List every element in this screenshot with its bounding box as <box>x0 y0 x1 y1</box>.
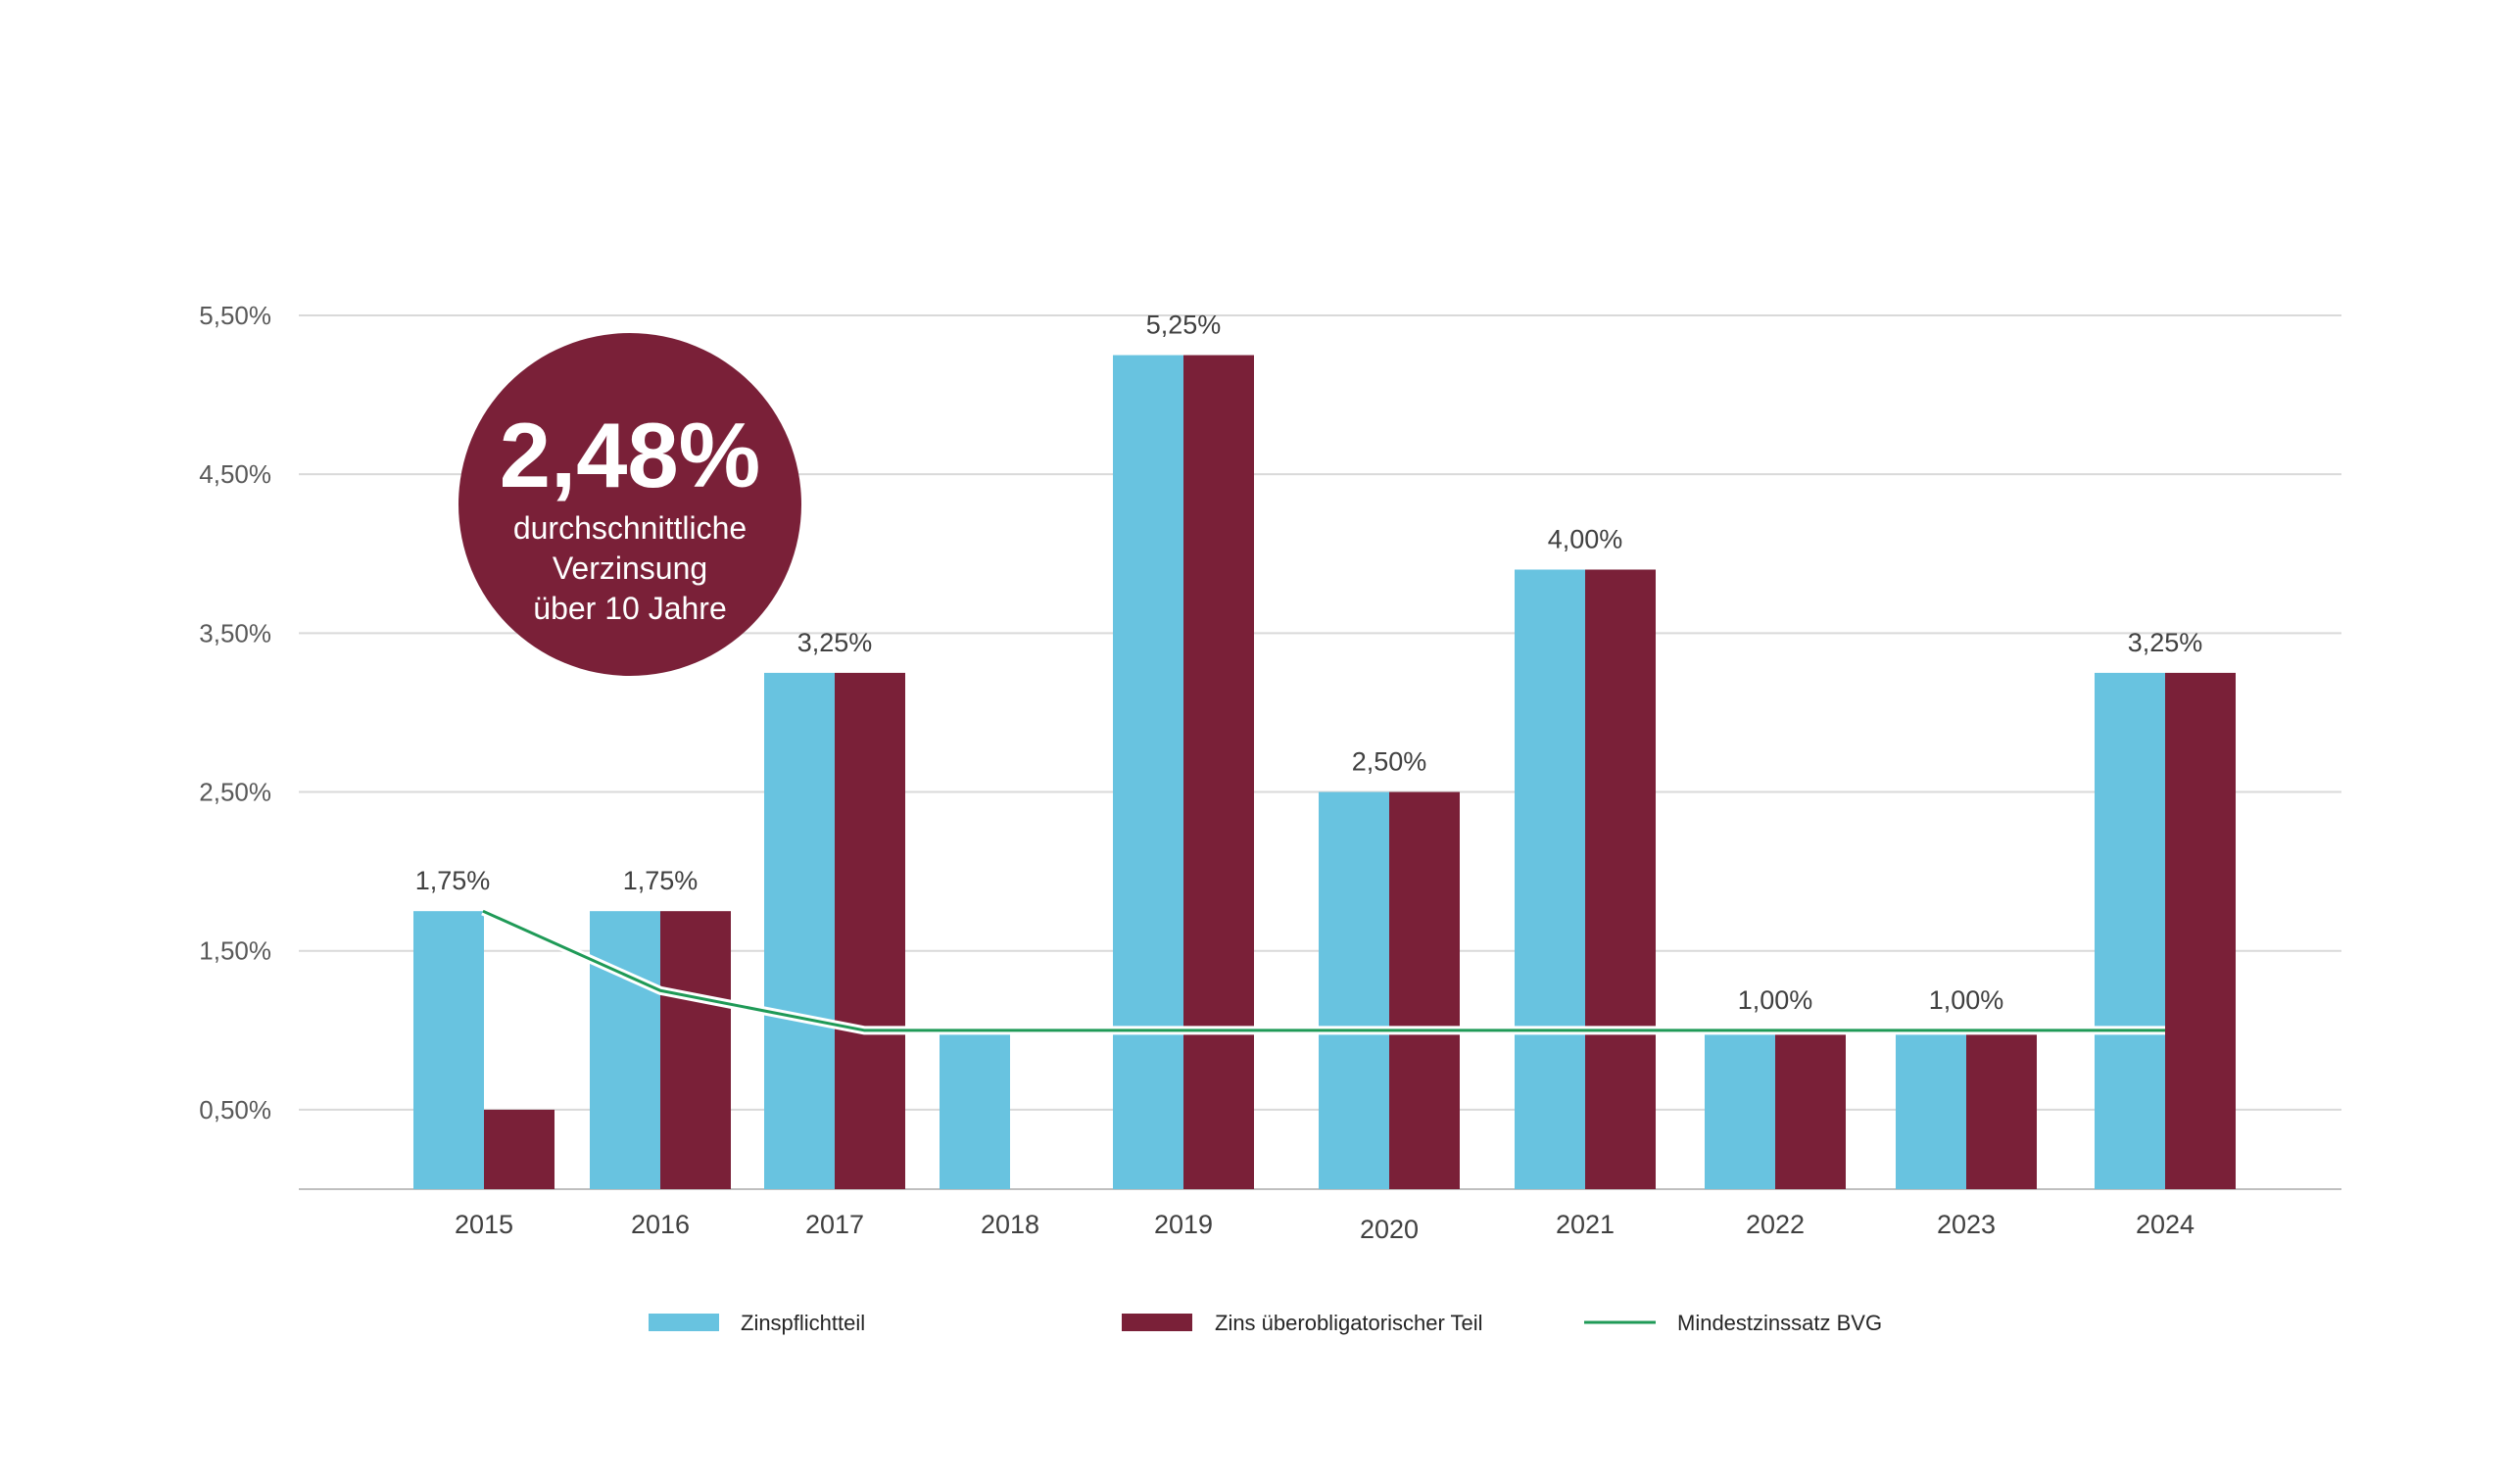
bar-zinspflichtteil-2015 <box>413 911 484 1189</box>
legend-label-mindestzinssatz: Mindestzinssatz BVG <box>1677 1311 1882 1335</box>
data-label-2015: 1,75% <box>415 866 491 895</box>
y-tick-label: 1,50% <box>199 936 271 966</box>
bar-zins-ueberobligatorisch-2020 <box>1389 791 1460 1189</box>
x-axis: 2015 2016 2017 2018 2019 2020 2021 2022 2023 2024 <box>455 1210 2194 1244</box>
legend-label-zins-ueberobligatorisch: Zins überobligatorischer Teil <box>1215 1311 1483 1335</box>
data-label-2021: 4,00% <box>1548 524 1623 553</box>
x-tick-label: 2021 <box>1556 1210 1615 1239</box>
data-label-2022: 1,00% <box>1738 985 1813 1015</box>
x-tick-label: 2024 <box>2136 1210 2194 1239</box>
bar-zinspflichtteil-2019 <box>1113 355 1183 1190</box>
bar-zinspflichtteil-2020 <box>1319 791 1389 1189</box>
average-rate-value: 2,48% <box>500 404 761 506</box>
average-rate-badge: 2,48% durchschnittliche Verzinsung über … <box>458 333 801 676</box>
y-tick-label: 4,50% <box>199 459 271 489</box>
bar-zinspflichtteil-2016 <box>590 911 660 1189</box>
y-tick-label: 2,50% <box>199 778 271 807</box>
bars <box>413 355 2236 1190</box>
x-tick-label: 2016 <box>631 1210 690 1239</box>
bar-zinspflichtteil-2024 <box>2095 672 2165 1189</box>
x-tick-label: 2020 <box>1360 1215 1419 1244</box>
x-tick-label: 2019 <box>1154 1210 1213 1239</box>
bar-zins-ueberobligatorisch-2024 <box>2165 672 2236 1189</box>
y-axis: 0,50% 1,50% 2,50% 3,50% 4,50% 5,50% <box>199 301 271 1125</box>
x-tick-label: 2022 <box>1746 1210 1805 1239</box>
data-label-2023: 1,00% <box>1929 985 2004 1015</box>
average-rate-caption-2: Verzinsung <box>553 551 707 586</box>
bar-zinspflichtteil-2018 <box>940 1029 1010 1189</box>
average-rate-caption-1: durchschnittliche <box>513 510 747 546</box>
data-labels: 1,75% 1,75% 3,25% 1,00% 5,25% 2,50% 4,00% 1,00%… <box>415 311 2203 1015</box>
x-tick-label: 2015 <box>455 1210 513 1239</box>
y-tick-label: 3,50% <box>199 618 271 647</box>
x-tick-label: 2018 <box>981 1210 1039 1239</box>
legend-swatch-zins-ueberobligatorisch <box>1122 1314 1192 1331</box>
x-tick-label: 2023 <box>1937 1210 1996 1239</box>
data-label-2020: 2,50% <box>1352 747 1427 777</box>
data-label-2024: 3,25% <box>2128 628 2203 657</box>
bar-zins-ueberobligatorisch-2016 <box>660 911 731 1189</box>
data-label-2016: 1,75% <box>623 866 699 895</box>
legend: Zinspflichtteil Zins überobligatorischer … <box>649 1311 1882 1335</box>
data-label-2017: 3,25% <box>797 628 873 657</box>
legend-swatch-zinspflichtteil <box>649 1314 719 1331</box>
bar-zinspflichtteil-2023 <box>1896 1029 1966 1189</box>
bar-zins-ueberobligatorisch-2021 <box>1585 569 1656 1189</box>
bar-zins-ueberobligatorisch-2017 <box>835 672 905 1189</box>
y-tick-label: 0,50% <box>199 1095 271 1125</box>
bar-zinspflichtteil-2022 <box>1705 1029 1775 1189</box>
x-tick-label: 2017 <box>805 1210 864 1239</box>
bar-zins-ueberobligatorisch-2019 <box>1183 355 1254 1190</box>
legend-label-zinspflichtteil: Zinspflichtteil <box>741 1311 865 1335</box>
bar-zins-ueberobligatorisch-2015 <box>484 1109 555 1189</box>
data-label-2019: 5,25% <box>1146 311 1222 340</box>
line-mindestzinssatz <box>482 909 2165 1032</box>
average-rate-circle <box>458 333 801 676</box>
bar-zinspflichtteil-2017 <box>764 672 835 1189</box>
bar-zins-ueberobligatorisch-2023 <box>1966 1029 2037 1189</box>
y-tick-label: 5,50% <box>199 301 271 330</box>
minimum-rate-line <box>481 907 2165 1035</box>
bar-zinspflichtteil-2021 <box>1515 569 1585 1189</box>
average-rate-caption-3: über 10 Jahre <box>533 591 726 626</box>
bar-zins-ueberobligatorisch-2022 <box>1775 1029 1846 1189</box>
